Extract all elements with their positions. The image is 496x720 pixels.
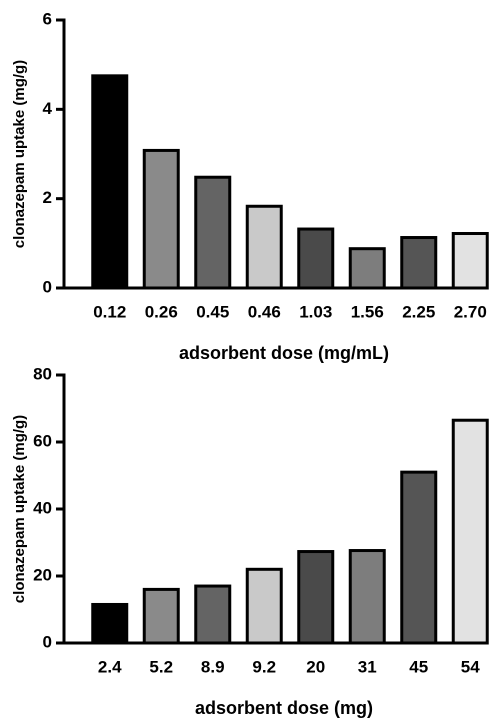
- x-tick-label: 2.4: [98, 657, 122, 676]
- bar: [245, 567, 283, 645]
- x-tick-label: 2.25: [402, 302, 435, 321]
- bar: [194, 584, 232, 645]
- bar: [400, 236, 438, 290]
- y-tick-label: 80: [33, 364, 52, 383]
- x-tick-label: 8.9: [201, 657, 225, 676]
- x-tick-label: 31: [358, 657, 377, 676]
- bar: [297, 550, 335, 645]
- x-tick-label: 1.03: [299, 302, 332, 321]
- y-tick-label: 2: [43, 188, 52, 207]
- y-tick-label: 60: [33, 431, 52, 450]
- y-tick-label: 0: [43, 632, 52, 651]
- x-axis-label: adsorbent dose (mg/mL): [179, 343, 389, 363]
- y-axis-label: clonazepam uptake (mg/g): [11, 415, 28, 603]
- bar: [91, 602, 129, 645]
- x-tick-label: 0.26: [145, 302, 178, 321]
- x-tick-label: 5.2: [149, 657, 173, 676]
- bar: [400, 470, 438, 645]
- bar: [194, 175, 232, 290]
- bar: [245, 204, 283, 290]
- bar: [91, 74, 129, 290]
- x-tick-label: 45: [409, 657, 428, 676]
- x-tick-label: 0.46: [248, 302, 281, 321]
- y-tick-label: 0: [43, 277, 52, 296]
- bar: [142, 148, 180, 290]
- bar: [451, 418, 489, 645]
- x-tick-label: 0.45: [196, 302, 229, 321]
- bar: [348, 247, 386, 290]
- bar: [451, 232, 489, 290]
- bar: [142, 587, 180, 645]
- x-tick-label: 2.70: [454, 302, 487, 321]
- x-axis-label: adsorbent dose (mg): [195, 698, 373, 718]
- x-tick-label: 9.2: [252, 657, 276, 676]
- x-tick-label: 20: [306, 657, 325, 676]
- x-tick-label: 54: [461, 657, 480, 676]
- y-tick-label: 6: [43, 9, 52, 28]
- y-tick-label: 20: [33, 565, 52, 584]
- bar: [297, 227, 335, 290]
- y-axis-label: clonazepam uptake (mg/g): [11, 60, 28, 248]
- x-tick-label: 0.12: [93, 302, 126, 321]
- y-tick-label: 40: [33, 498, 52, 517]
- y-tick-label: 4: [43, 99, 53, 118]
- bar: [348, 549, 386, 645]
- x-tick-label: 1.56: [351, 302, 384, 321]
